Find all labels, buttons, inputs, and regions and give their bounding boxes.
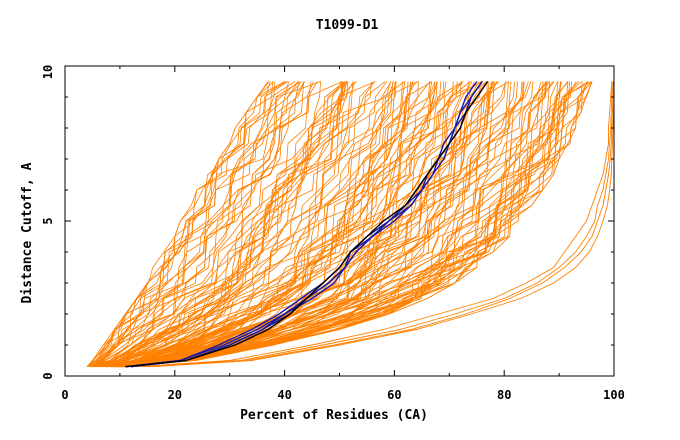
model-line [105,81,454,368]
model-line [116,81,549,368]
plot-area [64,65,615,377]
x-axis-label: Percent of Residues (CA) [240,408,428,423]
model-line [90,81,305,368]
model-line [122,81,593,368]
y-axis: 0 5 10 [41,65,614,380]
model-line [88,81,299,368]
model-line [91,81,343,368]
outlier-line [141,81,613,368]
model-line [119,81,542,368]
model-line [123,81,561,368]
model-line [89,81,305,368]
model-line [89,81,322,368]
x-tick-label: 60 [387,388,401,402]
model-line [101,81,397,368]
x-tick-label: 80 [497,388,511,402]
y-axis-label: Distance Cutoff, A [20,162,35,303]
outlier-lines [136,81,615,368]
highlight-lines [125,81,489,368]
model-line [97,81,357,368]
model-line [86,81,273,368]
model-line [120,81,562,368]
model-line [92,81,300,368]
model-line [114,81,509,368]
model-line [122,81,579,368]
model-line [107,81,433,368]
model-line [89,81,270,367]
model-line [107,81,439,368]
model-line [105,81,406,368]
model-line [94,81,318,368]
model-line [99,81,356,368]
x-tick-label: 100 [603,388,625,402]
x-tick-label: 0 [61,388,68,402]
model-line [91,81,301,368]
model-line [112,81,493,368]
x-tick-label: 20 [168,388,182,402]
model-line [111,81,471,368]
model-line [94,81,347,368]
model-line [120,81,593,368]
model-line [112,81,510,368]
x-tick-label: 40 [277,388,291,402]
model-line [86,81,287,368]
model-line [111,81,488,368]
highlight-line [125,81,489,368]
model-line [93,81,321,368]
y-tick-label: 5 [41,217,55,224]
x-axis: 0 20 40 60 80 100 [61,66,625,402]
model-line [95,81,346,368]
model-line [101,81,419,368]
y-tick-label: 0 [41,372,55,379]
highlight-line [125,81,478,368]
model-line [123,81,593,368]
model-line [116,81,544,368]
model-line [96,81,343,368]
y-tick-label: 10 [41,65,55,79]
model-line [91,81,305,368]
model-line [106,81,414,368]
model-line [124,81,593,368]
model-line [95,81,376,368]
model-line [107,81,436,368]
model-line [108,81,483,368]
model-line [101,81,372,368]
model-line [101,81,391,368]
model-line [120,81,550,368]
outlier-line [152,81,615,368]
model-line [120,81,550,368]
model-lines [86,81,593,368]
chart-title: T1099-D1 [316,18,379,33]
model-line [103,81,409,368]
model-line [87,81,299,368]
model-line [116,81,532,368]
outlier-line [147,81,614,368]
outlier-line [136,81,613,368]
highlight-line [130,81,483,368]
model-line [123,81,582,368]
model-line [100,81,392,368]
model-line [100,81,394,368]
model-line [105,81,411,368]
model-line [119,81,559,368]
